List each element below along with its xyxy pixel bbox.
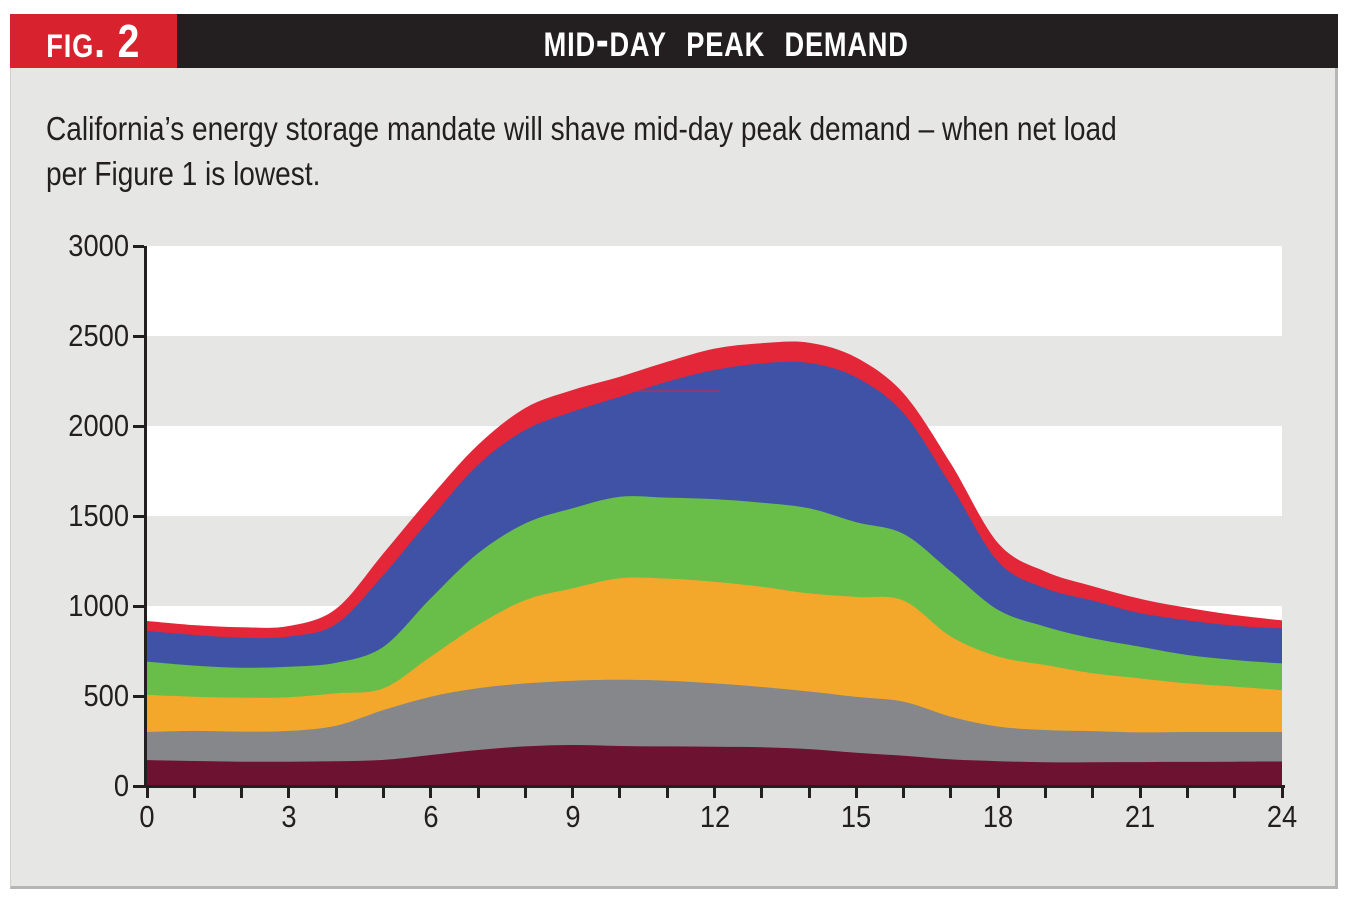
- x-tick-22: [1185, 788, 1189, 798]
- y-tick-label-1500: 1500: [68, 498, 129, 533]
- x-tick-12: [713, 788, 716, 798]
- figure-title: Mid-Day Peak Demand: [543, 14, 910, 67]
- y-tick-label-0: 0: [113, 768, 129, 803]
- x-tick-3: [287, 788, 291, 798]
- x-tick-label-15: 15: [841, 799, 872, 834]
- x-tick-16: [902, 788, 906, 798]
- y-tick-label-3000: 3000: [68, 228, 129, 263]
- x-tick-17: [949, 788, 953, 798]
- x-tick-18: [996, 788, 1000, 798]
- y-tick-2000: [133, 424, 144, 428]
- figure-tag: Fig. 2: [46, 15, 141, 67]
- x-tick-24: [1280, 788, 1284, 798]
- y-tick-label-2500: 2500: [68, 318, 129, 353]
- x-axis-line: [144, 785, 1285, 788]
- y-axis-line: [144, 246, 147, 788]
- figure-tag-box: Fig. 2: [10, 14, 177, 68]
- x-tick-1: [192, 788, 196, 798]
- x-tick-0: [145, 788, 149, 798]
- x-tick-11: [665, 788, 669, 798]
- x-tick-20: [1091, 788, 1095, 798]
- y-tick-label-500: 500: [83, 678, 129, 713]
- y-tick-3000: [133, 244, 144, 248]
- y-tick-1000: [133, 604, 144, 608]
- x-tick-15: [854, 788, 858, 798]
- caption-line-2: per Figure 1 is lowest.: [46, 155, 321, 192]
- header-bar: Mid-Day Peak Demand: [10, 14, 1338, 68]
- x-tick-label-24: 24: [1266, 799, 1298, 834]
- y-tick-1500: [133, 514, 144, 518]
- x-tick-label-9: 9: [565, 799, 581, 834]
- y-tick-label-2000: 2000: [68, 408, 129, 443]
- figure-caption: California’s energy storage mandate will…: [46, 106, 1253, 196]
- x-tick-7: [476, 788, 480, 798]
- x-tick-4: [334, 788, 338, 798]
- x-tick-19: [1044, 788, 1048, 798]
- x-tick-10: [618, 788, 622, 798]
- demand-chart: 0 500 1000 1500 2000 2500 3000 0 3 6 9 12 15 18 21 24: [11, 68, 1339, 889]
- x-tick-23: [1233, 788, 1237, 798]
- x-tick-13: [760, 788, 764, 798]
- x-tick-label-12: 12: [699, 799, 730, 834]
- x-tick-label-3: 3: [281, 799, 297, 834]
- x-tick-9: [571, 788, 575, 798]
- caption-line-1: California’s energy storage mandate will…: [46, 110, 1117, 147]
- x-tick-14: [807, 788, 811, 798]
- x-tick-8: [523, 788, 527, 798]
- y-tick-0: [133, 784, 144, 788]
- figure-title-wrap: Mid-Day Peak Demand: [10, 14, 1338, 68]
- plot-band-2500-3000: [147, 246, 1282, 336]
- x-tick-6: [429, 788, 433, 798]
- artifact-red-line: [572, 390, 720, 392]
- y-tick-2500: [133, 334, 144, 338]
- y-tick-500: [133, 694, 144, 698]
- x-tick-21: [1138, 788, 1142, 798]
- stacked-area-svg: [147, 246, 1282, 786]
- x-tick-label-0: 0: [139, 799, 155, 834]
- x-tick-2: [240, 788, 244, 798]
- x-tick-5: [381, 788, 385, 798]
- figure-panel: California’s energy storage mandate will…: [10, 68, 1338, 889]
- x-tick-label-6: 6: [423, 799, 439, 834]
- x-tick-label-21: 21: [1124, 799, 1156, 834]
- y-tick-label-1000: 1000: [68, 588, 129, 623]
- x-tick-label-18: 18: [983, 799, 1014, 834]
- area-maroon: [147, 744, 1282, 786]
